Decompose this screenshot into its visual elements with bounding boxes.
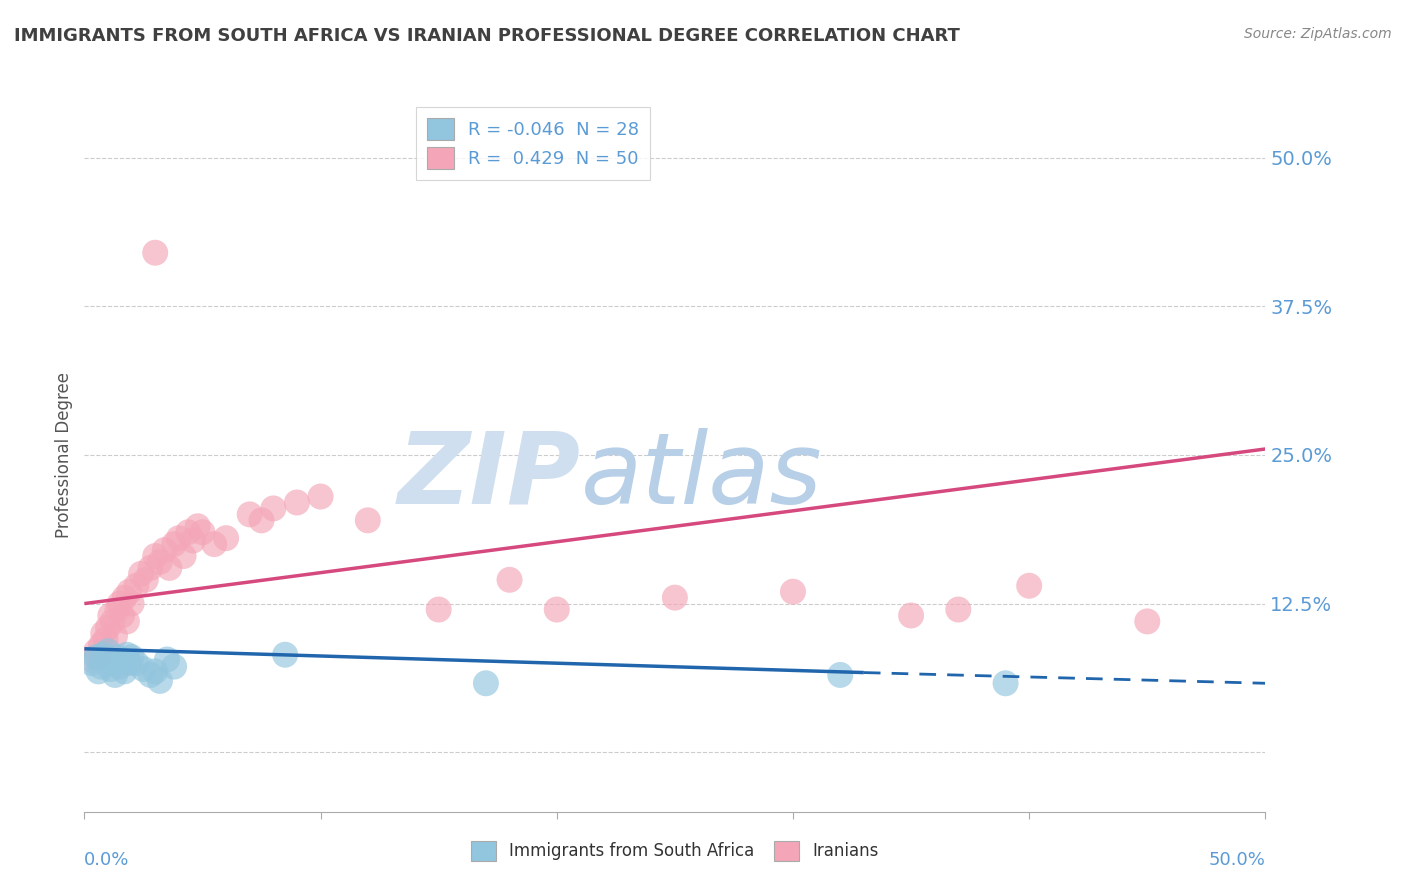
Point [900,608,922,623]
Point [139,668,162,682]
Point [108,597,131,611]
Point [80,656,103,670]
Point [1018,579,1040,593]
Point [139,561,162,575]
Point [149,673,172,688]
Point [101,615,124,629]
Point [111,608,134,623]
Point [173,549,195,563]
Point [87,665,110,679]
Point [994,676,1017,690]
Point [121,597,143,611]
Point [498,573,520,587]
Point [98,608,121,623]
Point [239,508,262,522]
Text: 0.0%: 0.0% [84,851,129,869]
Point [91,648,114,662]
Point [90,638,112,652]
Point [143,549,166,563]
Point [97,620,120,634]
Point [111,652,134,666]
Point [191,525,214,540]
Point [84,644,107,658]
Point [104,629,127,643]
Point [135,573,157,587]
Point [129,566,152,581]
Text: atlas: atlas [581,428,823,524]
Legend: Immigrants from South Africa, Iranians: Immigrants from South Africa, Iranians [464,834,886,868]
Point [274,648,297,662]
Y-axis label: Professional Degree: Professional Degree [55,372,73,538]
Point [108,659,131,673]
Point [427,602,450,616]
Point [177,525,200,540]
Point [664,591,686,605]
Point [143,245,166,260]
Point [357,513,380,527]
Point [309,490,332,504]
Text: Source: ZipAtlas.com: Source: ZipAtlas.com [1244,27,1392,41]
Point [1136,615,1159,629]
Point [157,561,180,575]
Point [163,537,186,551]
Point [125,656,148,670]
Point [830,668,852,682]
Point [91,626,114,640]
Point [181,533,204,548]
Point [167,531,190,545]
Point [948,602,970,616]
Point [94,652,117,666]
Point [115,648,138,662]
Point [115,615,138,629]
Point [149,555,172,569]
Point [250,513,273,527]
Point [80,652,103,666]
Point [118,656,141,670]
Point [90,659,112,673]
Point [87,650,110,665]
Point [114,591,136,605]
Point [187,519,209,533]
Point [84,650,107,665]
Point [546,602,568,616]
Text: ZIP: ZIP [398,428,581,524]
Point [121,650,143,665]
Point [94,632,117,647]
Point [101,656,124,670]
Point [156,652,179,666]
Point [114,665,136,679]
Point [475,676,498,690]
Point [163,659,186,673]
Point [125,579,148,593]
Point [285,495,308,509]
Text: IMMIGRANTS FROM SOUTH AFRICA VS IRANIAN PROFESSIONAL DEGREE CORRELATION CHART: IMMIGRANTS FROM SOUTH AFRICA VS IRANIAN … [14,27,960,45]
Point [153,543,176,558]
Point [132,662,155,676]
Point [104,668,127,682]
Point [107,602,129,616]
Point [143,665,166,679]
Point [262,501,284,516]
Point [215,531,238,545]
Point [98,662,121,676]
Point [118,584,141,599]
Point [107,650,129,665]
Point [782,584,804,599]
Point [97,644,120,658]
Point [202,537,225,551]
Text: 50.0%: 50.0% [1209,851,1265,869]
